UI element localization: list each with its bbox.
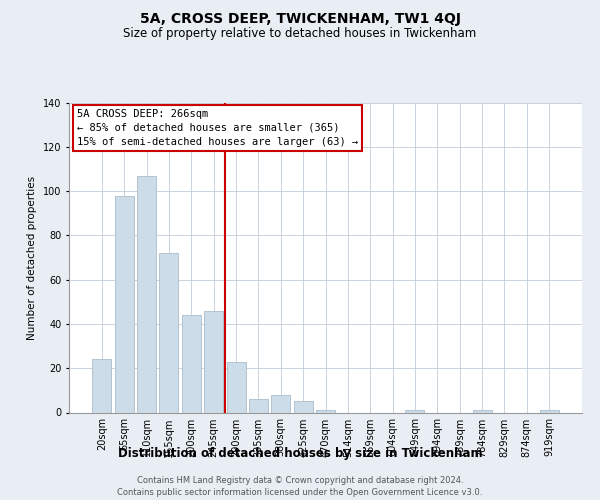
Bar [182,315,201,412]
Bar [137,176,156,412]
Text: Contains public sector information licensed under the Open Government Licence v3: Contains public sector information licen… [118,488,482,497]
Bar [160,253,178,412]
Text: Size of property relative to detached houses in Twickenham: Size of property relative to detached ho… [124,28,476,40]
Y-axis label: Number of detached properties: Number of detached properties [28,176,37,340]
Bar [316,410,335,412]
Bar [204,310,223,412]
Text: 5A CROSS DEEP: 266sqm
← 85% of detached houses are smaller (365)
15% of semi-det: 5A CROSS DEEP: 266sqm ← 85% of detached … [77,108,358,146]
Bar [115,196,134,412]
Text: Contains HM Land Registry data © Crown copyright and database right 2024.: Contains HM Land Registry data © Crown c… [137,476,463,485]
Text: 5A, CROSS DEEP, TWICKENHAM, TW1 4QJ: 5A, CROSS DEEP, TWICKENHAM, TW1 4QJ [139,12,461,26]
Bar [539,410,559,412]
Bar [249,399,268,412]
Bar [92,360,112,412]
Bar [227,362,245,412]
Bar [293,402,313,412]
Text: Distribution of detached houses by size in Twickenham: Distribution of detached houses by size … [118,448,482,460]
Bar [473,410,491,412]
Bar [406,410,424,412]
Bar [271,395,290,412]
